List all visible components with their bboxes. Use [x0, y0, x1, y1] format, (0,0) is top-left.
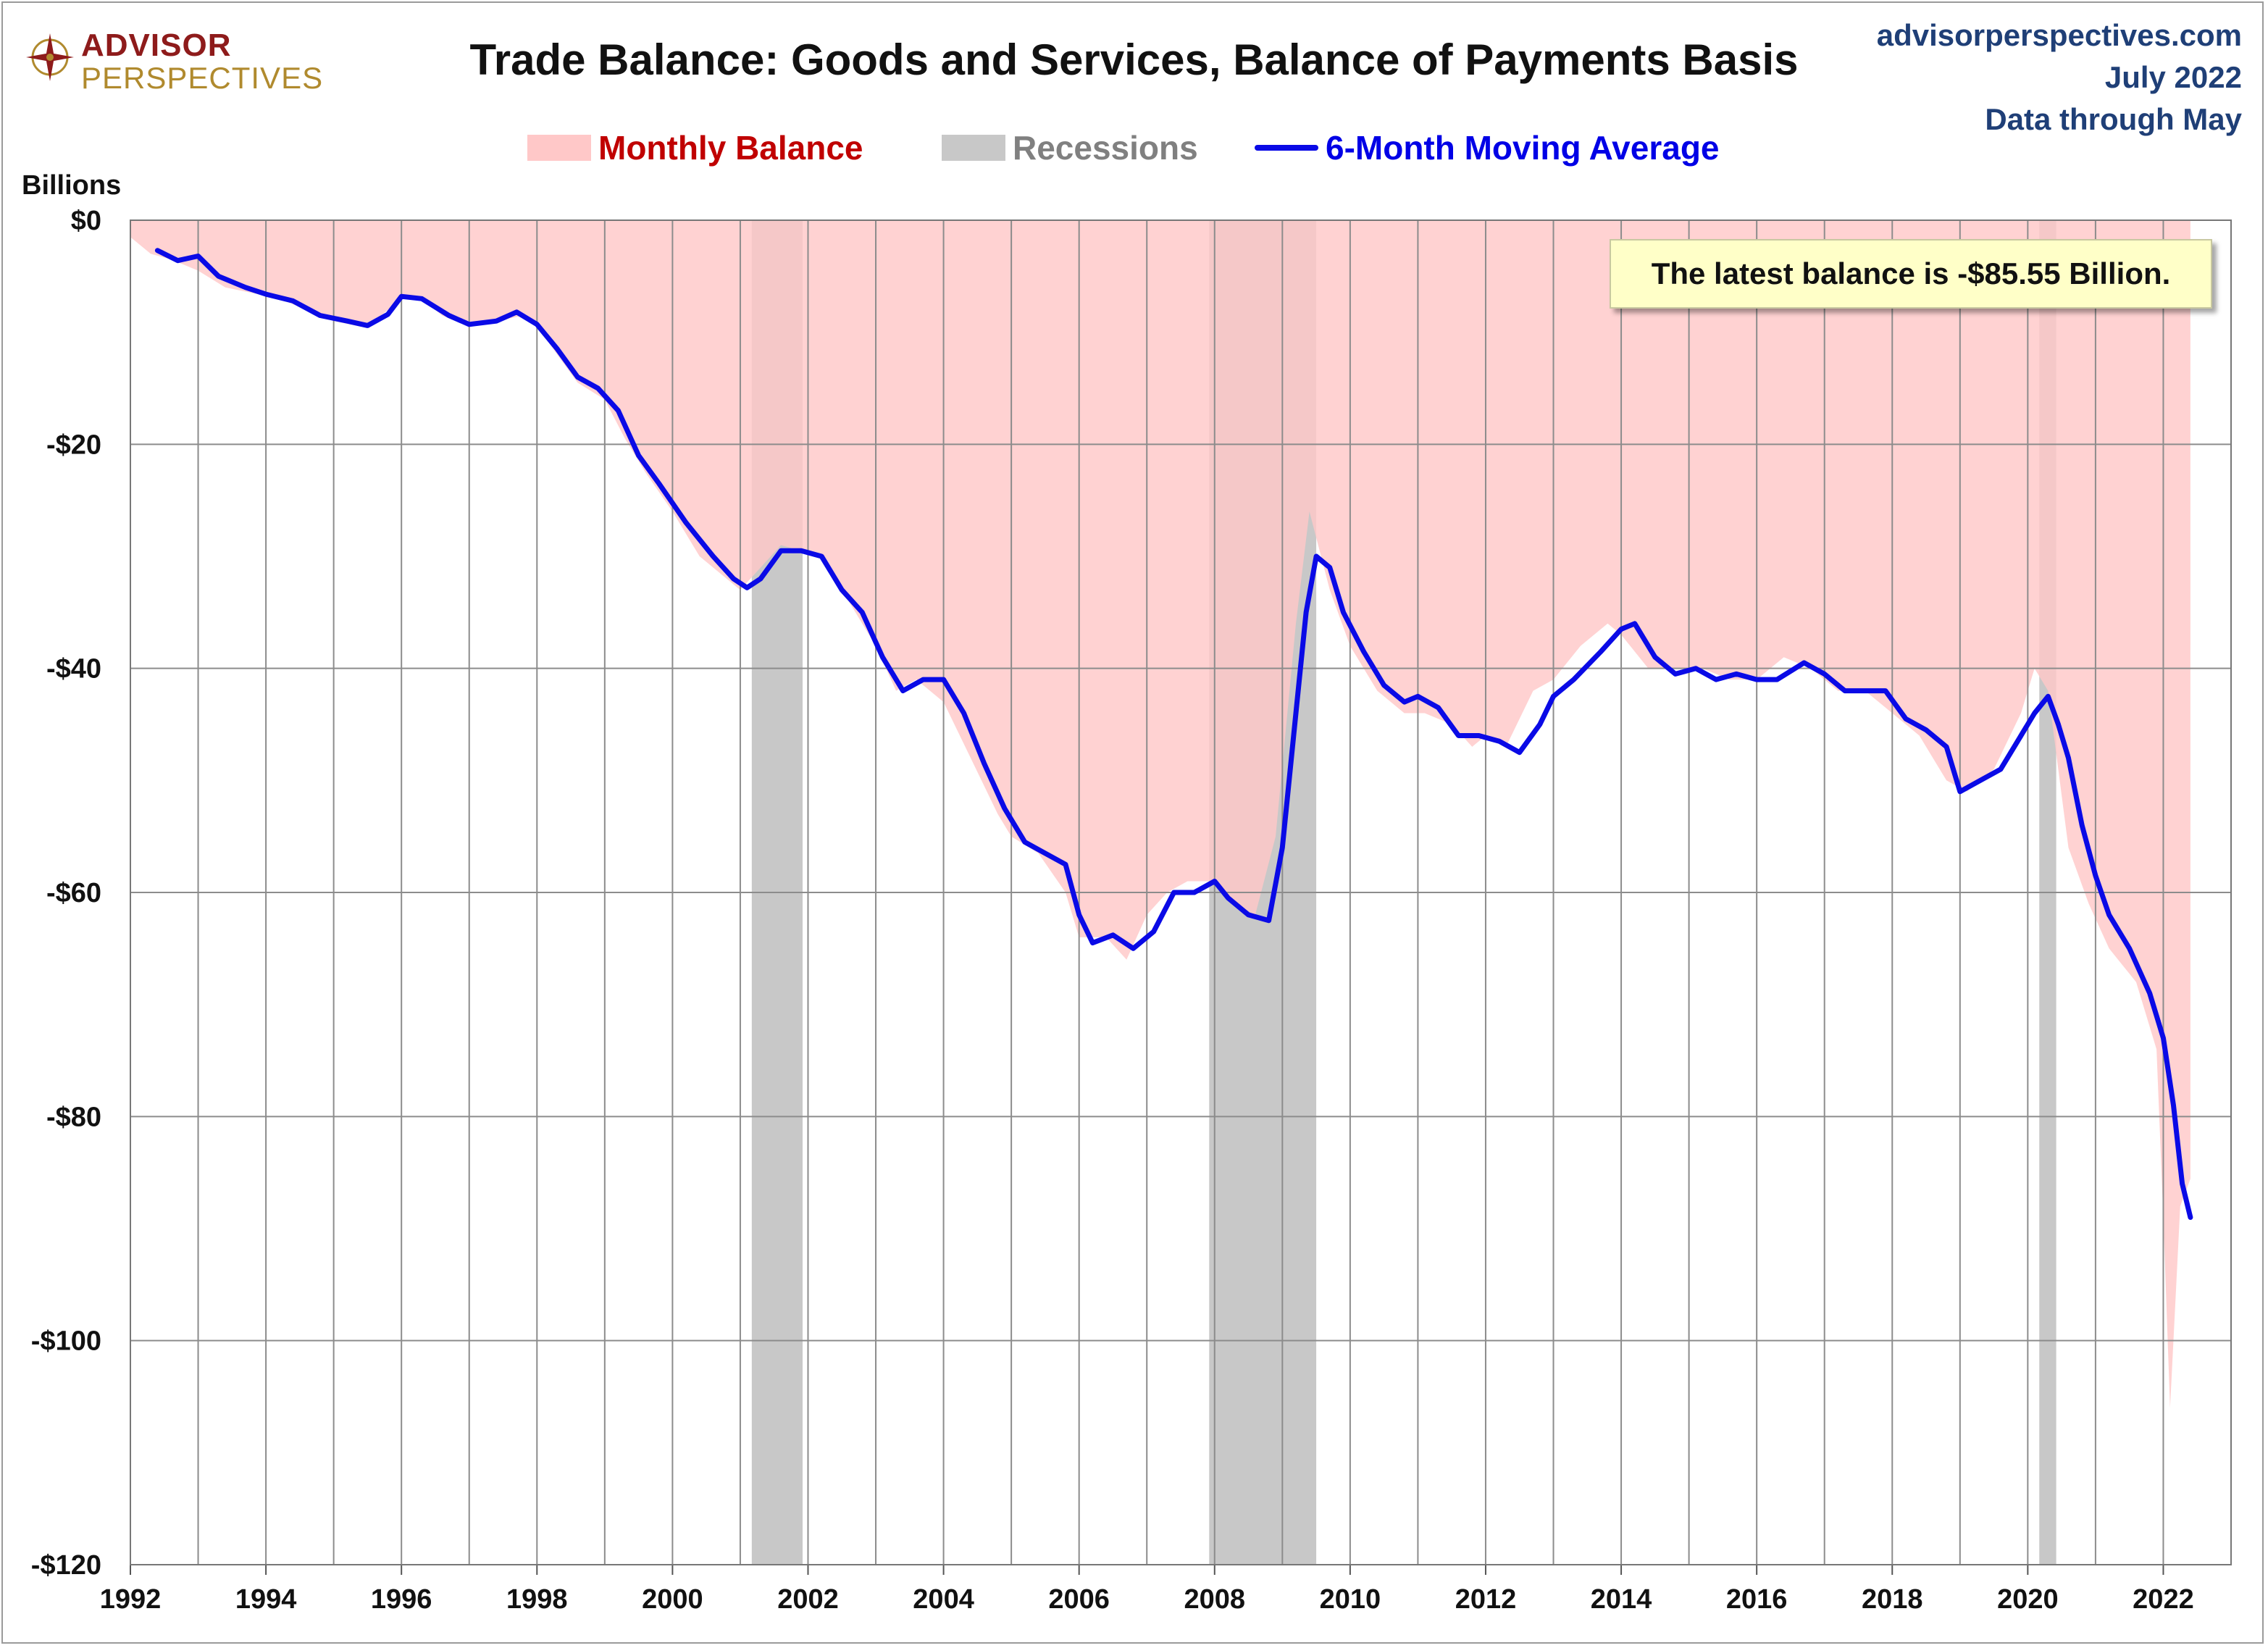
legend-recessions: Recessions — [942, 125, 1198, 171]
x-tick-label: 2010 — [1320, 1584, 1381, 1615]
x-tick-label: 2006 — [1048, 1584, 1110, 1615]
monthly-balance-area — [130, 220, 2190, 1408]
x-tick-label: 1998 — [506, 1584, 568, 1615]
legend: Monthly Balance Recessions 6-Month Movin… — [0, 125, 2268, 171]
x-tick-label: 2004 — [913, 1584, 974, 1615]
moving-average-line — [154, 248, 2193, 1220]
legend-moving-average: 6-Month Moving Average — [1255, 125, 1720, 171]
publish-date: July 2022 — [2104, 60, 2242, 94]
y-tick-label: -$100 — [31, 1326, 101, 1357]
y-axis-label: Billions — [22, 170, 121, 201]
x-tick-label: 2008 — [1184, 1584, 1246, 1615]
legend-ma-label: 6-Month Moving Average — [1326, 129, 1720, 167]
plot-area-border — [130, 219, 2232, 1565]
x-tick-label: 1996 — [371, 1584, 432, 1615]
x-tick-label: 1992 — [100, 1584, 162, 1615]
legend-recession-swatch — [942, 135, 1005, 161]
data-coverage: Data through May — [1985, 102, 2242, 136]
monthly-balance-path — [130, 220, 2190, 1408]
logo-line-1: ADVISOR — [81, 28, 232, 63]
y-tick-label: -$20 — [46, 430, 101, 460]
legend-recession-label: Recessions — [1013, 129, 1198, 167]
x-tick-label: 2014 — [1591, 1584, 1652, 1615]
x-tick-label: 2020 — [1997, 1584, 2059, 1615]
latest-balance-annotation: The latest balance is -$85.55 Billion. — [1610, 239, 2212, 309]
source-block: advisorperspectives.com July 2022 Data t… — [1877, 14, 2242, 141]
advisor-perspectives-logo: ADVISOR PERSPECTIVES — [25, 28, 329, 95]
x-tick-label: 2002 — [777, 1584, 839, 1615]
source-site[interactable]: advisorperspectives.com — [1876, 18, 2242, 52]
legend-monthly-balance: Monthly Balance — [527, 125, 863, 171]
x-tick-label: 2018 — [1862, 1584, 1923, 1615]
x-tick-label: 2000 — [642, 1584, 703, 1615]
y-tick-label: -$40 — [46, 654, 101, 685]
x-tick-label: 2012 — [1455, 1584, 1517, 1615]
grid-lines — [130, 219, 2231, 1565]
x-tick-label: 1994 — [235, 1584, 297, 1615]
compass-rose-icon — [26, 33, 74, 81]
legend-monthly-swatch — [527, 135, 591, 161]
x-tick-label: 2016 — [1726, 1584, 1788, 1615]
y-tick-label: $0 — [71, 206, 101, 236]
y-tick-label: -$60 — [46, 878, 101, 908]
logo-line-2: PERSPECTIVES — [81, 61, 324, 95]
chart-title: Trade Balance: Goods and Services, Balan… — [469, 35, 1799, 84]
y-tick-label: -$80 — [46, 1102, 101, 1132]
legend-ma-line — [1255, 145, 1318, 151]
legend-monthly-label: Monthly Balance — [598, 129, 863, 167]
y-tick-label: -$120 — [31, 1550, 101, 1581]
x-tick-label: 2022 — [2133, 1584, 2194, 1615]
moving-average-series — [154, 248, 2193, 1220]
